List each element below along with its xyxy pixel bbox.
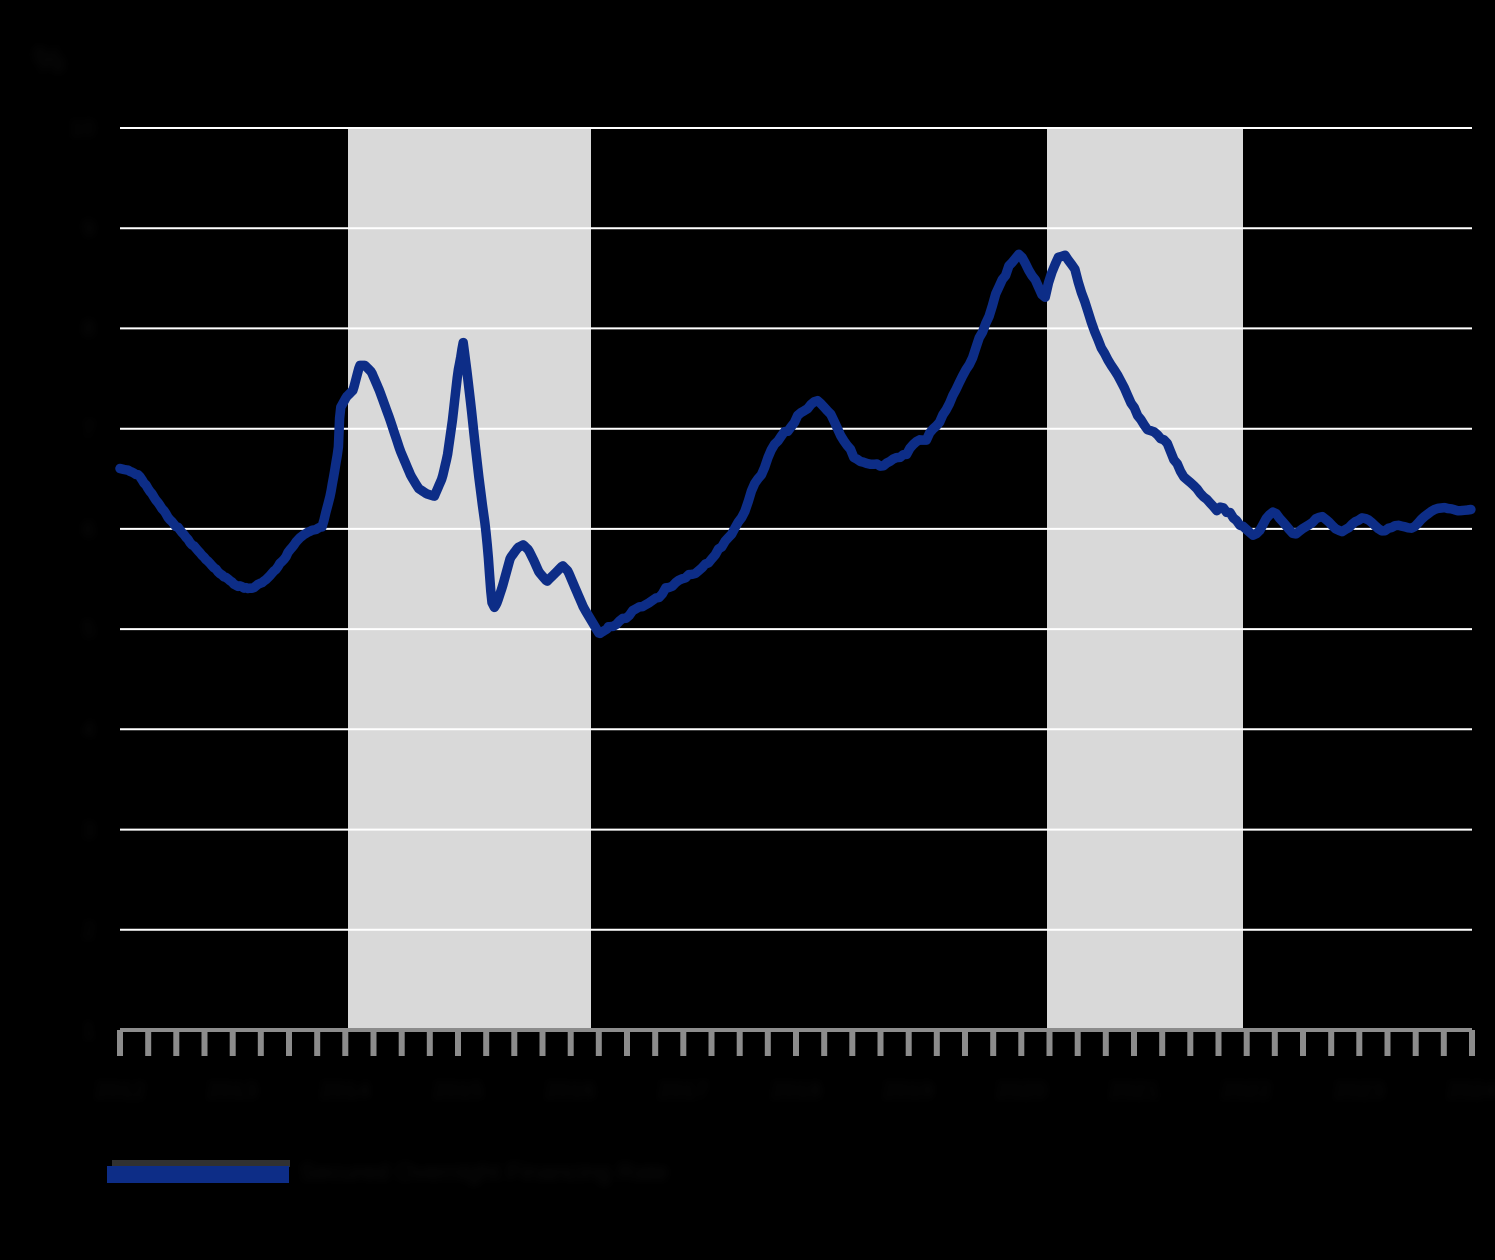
svg-text:2: 2 — [82, 917, 95, 943]
svg-text:2021: 2021 — [1108, 1077, 1159, 1103]
svg-text:1: 1 — [82, 1017, 95, 1043]
svg-text:6: 6 — [82, 516, 95, 542]
svg-text:2024: 2024 — [1446, 1077, 1495, 1103]
svg-text:5: 5 — [82, 616, 95, 642]
svg-text:Secured Overnight Financing Ra: Secured Overnight Financing Rate — [300, 1159, 668, 1186]
svg-text:8: 8 — [82, 315, 95, 341]
svg-text:2012: 2012 — [94, 1077, 145, 1103]
svg-text:2015: 2015 — [432, 1077, 483, 1103]
svg-text:2023: 2023 — [1333, 1077, 1384, 1103]
svg-text:10: 10 — [69, 115, 95, 141]
svg-text:2017: 2017 — [657, 1077, 708, 1103]
svg-text:3: 3 — [82, 817, 95, 843]
svg-text:2016: 2016 — [544, 1077, 595, 1103]
svg-text:7: 7 — [82, 416, 95, 442]
svg-text:2022: 2022 — [1220, 1077, 1271, 1103]
svg-text:9: 9 — [82, 215, 95, 241]
svg-text:2019: 2019 — [882, 1077, 933, 1103]
svg-text:4: 4 — [82, 716, 95, 742]
svg-text:2018: 2018 — [770, 1077, 821, 1103]
svg-text:2014: 2014 — [319, 1077, 370, 1103]
svg-text:2020: 2020 — [995, 1077, 1046, 1103]
svg-text:2013: 2013 — [206, 1077, 257, 1103]
svg-text:%: % — [33, 39, 65, 80]
